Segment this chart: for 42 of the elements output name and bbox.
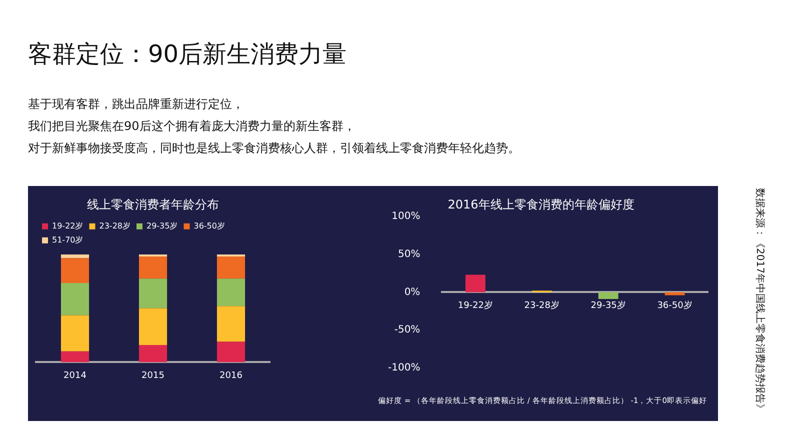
y-tick-label: 50% — [398, 248, 420, 260]
x-tick-label: 2016 — [220, 370, 243, 381]
bar — [216, 256, 246, 279]
x-tick-label: 2014 — [64, 370, 87, 381]
source-note: 数据来源：《2017年中国线上零食消费趋势报告》 — [753, 188, 766, 416]
text: 基于现有客群，跳出品牌重新进行定位， — [28, 96, 244, 113]
bar — [60, 254, 90, 258]
y-tick-label: 0% — [404, 286, 420, 298]
legend-label: 29-35岁 — [146, 221, 178, 230]
bar — [138, 344, 168, 362]
text: 我们把目光聚焦在90后这个拥有着庞大消费力量的新生客群， — [28, 118, 356, 135]
x-tick-label: 19-22岁 — [458, 300, 493, 311]
bar — [216, 278, 246, 306]
chart-title: 线上零食消费者年龄分布 — [87, 197, 219, 212]
bar — [60, 258, 90, 283]
bar — [216, 342, 246, 362]
bar — [60, 282, 90, 316]
text: 客群定位：90后新生消费力量 — [28, 39, 347, 70]
bar — [216, 306, 246, 342]
legend-label: 23-28岁 — [99, 221, 130, 230]
x-tick-label: 36-50岁 — [657, 300, 692, 311]
y-tick-label: 100% — [392, 210, 420, 222]
legend-label: 36-50岁 — [194, 221, 225, 230]
legend-label: 51-70岁 — [52, 235, 84, 244]
bar — [60, 315, 90, 352]
text: 对于新鲜事物接受度高，同时也是线上零食消费核心人群，引领着线上零食消费年轻化趋势。 — [28, 140, 520, 157]
bar — [598, 292, 618, 300]
x-tick-label: 2015 — [142, 370, 164, 381]
chart-title: 2016年线上零食消费的年龄偏好度 — [448, 197, 634, 212]
bar — [60, 351, 90, 362]
bar — [216, 254, 246, 257]
x-tick-label: 23-28岁 — [524, 300, 560, 311]
legend-label: 19-22岁 — [52, 221, 84, 230]
x-tick-label: 29-35岁 — [590, 300, 626, 311]
bar — [138, 254, 168, 257]
bar — [664, 292, 685, 296]
bar — [138, 278, 168, 308]
y-tick-label: -50% — [394, 324, 420, 336]
bar — [138, 308, 168, 345]
bar — [465, 274, 486, 292]
bar — [138, 256, 168, 279]
y-tick-label: -100% — [388, 362, 420, 374]
